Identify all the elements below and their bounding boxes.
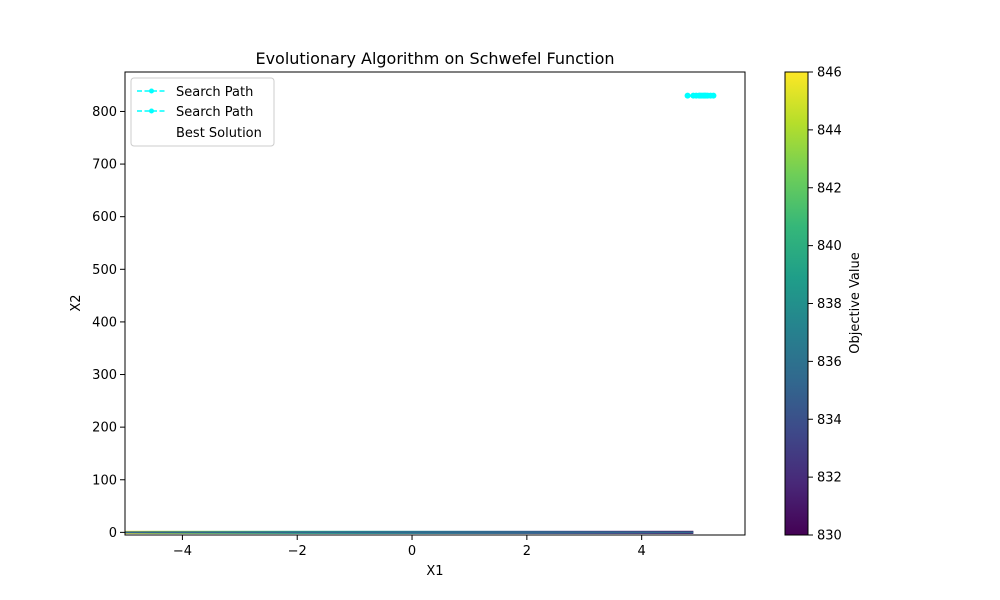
x-tick-label: −4 (173, 544, 192, 559)
y-tick-label: 100 (92, 473, 117, 488)
x-axis-label: X1 (426, 564, 443, 579)
colorbar-tick-label: 840 (817, 239, 842, 254)
data-point (710, 92, 717, 99)
y-tick-label: 200 (92, 421, 117, 436)
colorbar-tick-label: 846 (817, 66, 842, 81)
legend-swatch-dot (149, 108, 154, 114)
legend: Search Path Search Path Best Solution (130, 77, 275, 147)
y-tick-label: 0 (109, 526, 117, 541)
legend-entry-best-solution: Best Solution (176, 126, 262, 141)
legend-swatch-dot (149, 88, 154, 94)
y-tick-label: 300 (92, 368, 117, 383)
plot-frame (124, 71, 746, 536)
legend-entry-search-path-2: Search Path (137, 105, 253, 120)
x-tick-label: 2 (523, 544, 531, 559)
colorbar-ticks: 830 832 834 836 838 840 842 844 846 (808, 66, 842, 544)
y-tick-label: 400 (92, 315, 117, 330)
x-tick-label: −2 (288, 544, 307, 559)
colorbar-tick-label: 830 (817, 529, 842, 544)
x-axis-ticks: −4 −2 0 2 4 (173, 535, 646, 559)
colorbar-tick-label: 842 (817, 181, 842, 196)
legend-entry-search-path-1: Search Path (137, 85, 253, 100)
y-tick-label: 500 (92, 263, 117, 278)
contour-band (125, 530, 694, 534)
y-axis-label: X2 (69, 294, 84, 311)
series-layer (684, 92, 717, 99)
colorbar-tick-label: 832 (817, 471, 842, 486)
y-axis-ticks: 0 100 200 300 400 500 600 700 800 (92, 105, 125, 541)
x-tick-label: 0 (408, 544, 416, 559)
legend-label: Search Path (176, 85, 253, 100)
data-point (684, 92, 691, 99)
plot-area (125, 92, 717, 534)
y-tick-label: 600 (92, 210, 117, 225)
chart-title: Evolutionary Algorithm on Schwefel Funct… (255, 49, 614, 68)
colorbar-tick-label: 836 (817, 355, 842, 370)
colorbar-label: Objective Value (848, 252, 863, 353)
x-tick-label: 4 (638, 544, 646, 559)
colorbar-tick-label: 834 (817, 413, 842, 428)
colorbar-tick-label: 838 (817, 297, 842, 312)
y-tick-label: 700 (92, 158, 117, 173)
colorbar (784, 71, 809, 536)
colorbar-tick-label: 844 (817, 123, 842, 138)
legend-label: Best Solution (176, 126, 262, 141)
y-tick-label: 800 (92, 105, 117, 120)
legend-label: Search Path (176, 105, 253, 120)
legend-box (130, 77, 275, 147)
